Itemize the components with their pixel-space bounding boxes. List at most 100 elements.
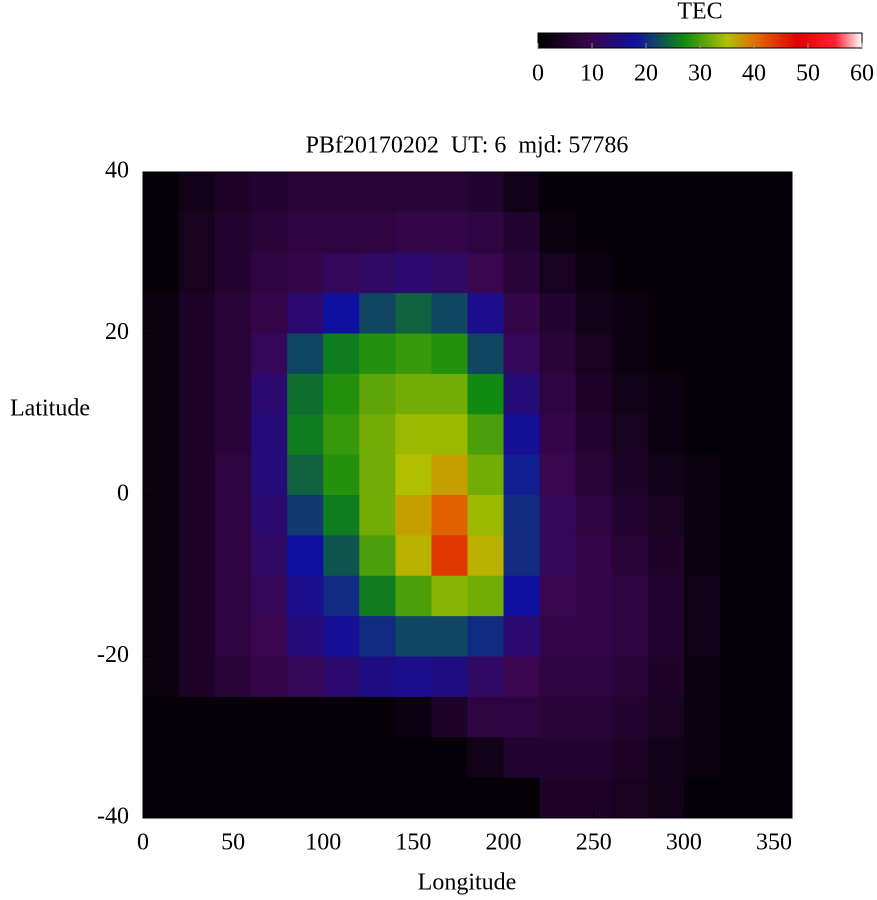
heatmap-cell [539,454,577,496]
heatmap-cell [287,575,324,617]
heatmap-cell [611,212,649,254]
heatmap-cell [323,293,360,334]
heatmap-cell [143,575,180,617]
heatmap-cell [683,333,721,375]
heatmap-cell [467,454,505,496]
heatmap-cell [215,454,252,496]
heatmap-cell [467,535,505,577]
heatmap-cell [683,373,721,415]
heatmap-cell [755,737,793,779]
heatmap-cell [503,212,541,254]
heatmap-cell [683,293,721,334]
heatmap-cell [395,293,432,334]
heatmap-cell [503,737,541,779]
heatmap-cell [287,616,324,657]
heatmap-cell [215,293,252,334]
heatmap-cell [575,414,613,456]
heatmap-cell [719,454,757,496]
heatmap-cell [323,737,360,779]
heatmap-cell [359,535,396,577]
heatmap-cell [395,414,432,456]
heatmap-cell [179,495,216,536]
y-tick-label: 0 [117,481,129,507]
heatmap-cell [683,575,721,617]
heatmap-cell [647,575,685,617]
heatmap-cell [503,373,541,415]
heatmap-cell [215,333,252,375]
heatmap-cell [719,616,757,657]
heatmap-cell [431,414,468,456]
colorbar-tick-label: 60 [850,61,874,87]
heatmap-cell [539,737,577,779]
heatmap-cell [395,696,432,738]
heatmap-cell [287,656,324,698]
heatmap-cell [251,252,288,294]
heatmap-cell [179,333,216,375]
heatmap-cell [251,535,288,577]
heatmap-cell [647,777,685,819]
heatmap-cell [143,696,180,738]
heatmap-cell [287,252,324,294]
heatmap-cell [611,737,649,779]
heatmap-cell [395,212,432,254]
heatmap-cell [467,656,505,698]
heatmap-cell [323,454,360,496]
heatmap-cell [575,656,613,698]
heatmap-cell [395,575,432,617]
heatmap-cell [719,212,757,254]
y-tick-label: 40 [105,158,129,184]
heatmap-cell [251,293,288,334]
heatmap-cell [719,656,757,698]
heatmap-cell [647,172,685,213]
heatmap-cell [215,495,252,536]
heatmap-cell [395,535,432,577]
y-tick-label: 20 [105,319,129,345]
heatmap-cell [683,414,721,456]
colorbar-tick-label: 10 [580,61,604,87]
heatmap-cell [575,737,613,779]
heatmap-cell [143,333,180,375]
heatmap-cell [611,293,649,334]
heatmap-cell [179,575,216,617]
heatmap-cell [431,252,468,294]
heatmap-cell [251,212,288,254]
heatmap-cell [755,293,793,334]
heatmap-cell [539,172,577,213]
heatmap-cell [287,777,324,819]
heatmap-cell [431,656,468,698]
y-axis-label: Latitude [10,396,90,422]
heatmap-cell [251,616,288,657]
heatmap-cell [323,656,360,698]
heatmap-cell [647,656,685,698]
chart-title: PBf20170202 UT: 6 mjd: 57786 [306,133,629,159]
heatmap-cell [431,373,468,415]
heatmap-cell [503,535,541,577]
x-tick-label: 100 [305,830,341,856]
heatmap-cell [179,293,216,334]
heatmap-cell [755,172,793,213]
heatmap-cell [539,333,577,375]
heatmap-cell [503,696,541,738]
heatmap-cell [323,252,360,294]
colorbar-title: TEC [677,0,722,25]
heatmap-cell [683,535,721,577]
heatmap-cell [755,696,793,738]
heatmap-cell [503,333,541,375]
heatmap-cell [647,454,685,496]
heatmap-cell [179,414,216,456]
heatmap-cell [467,252,505,294]
heatmap-cell [431,172,468,213]
heatmap-cell [575,535,613,577]
heatmap-cell [611,777,649,819]
heatmap-cell [359,333,396,375]
heatmap-cell [431,777,468,819]
heatmap-cell [467,737,505,779]
x-tick-label: 250 [576,830,612,856]
heatmap-cell [431,616,468,657]
heatmap-cell [647,293,685,334]
y-tick-label: -40 [97,804,129,830]
heatmap-cell [179,737,216,779]
heatmap-cell [359,252,396,294]
heatmap-cell [647,535,685,577]
